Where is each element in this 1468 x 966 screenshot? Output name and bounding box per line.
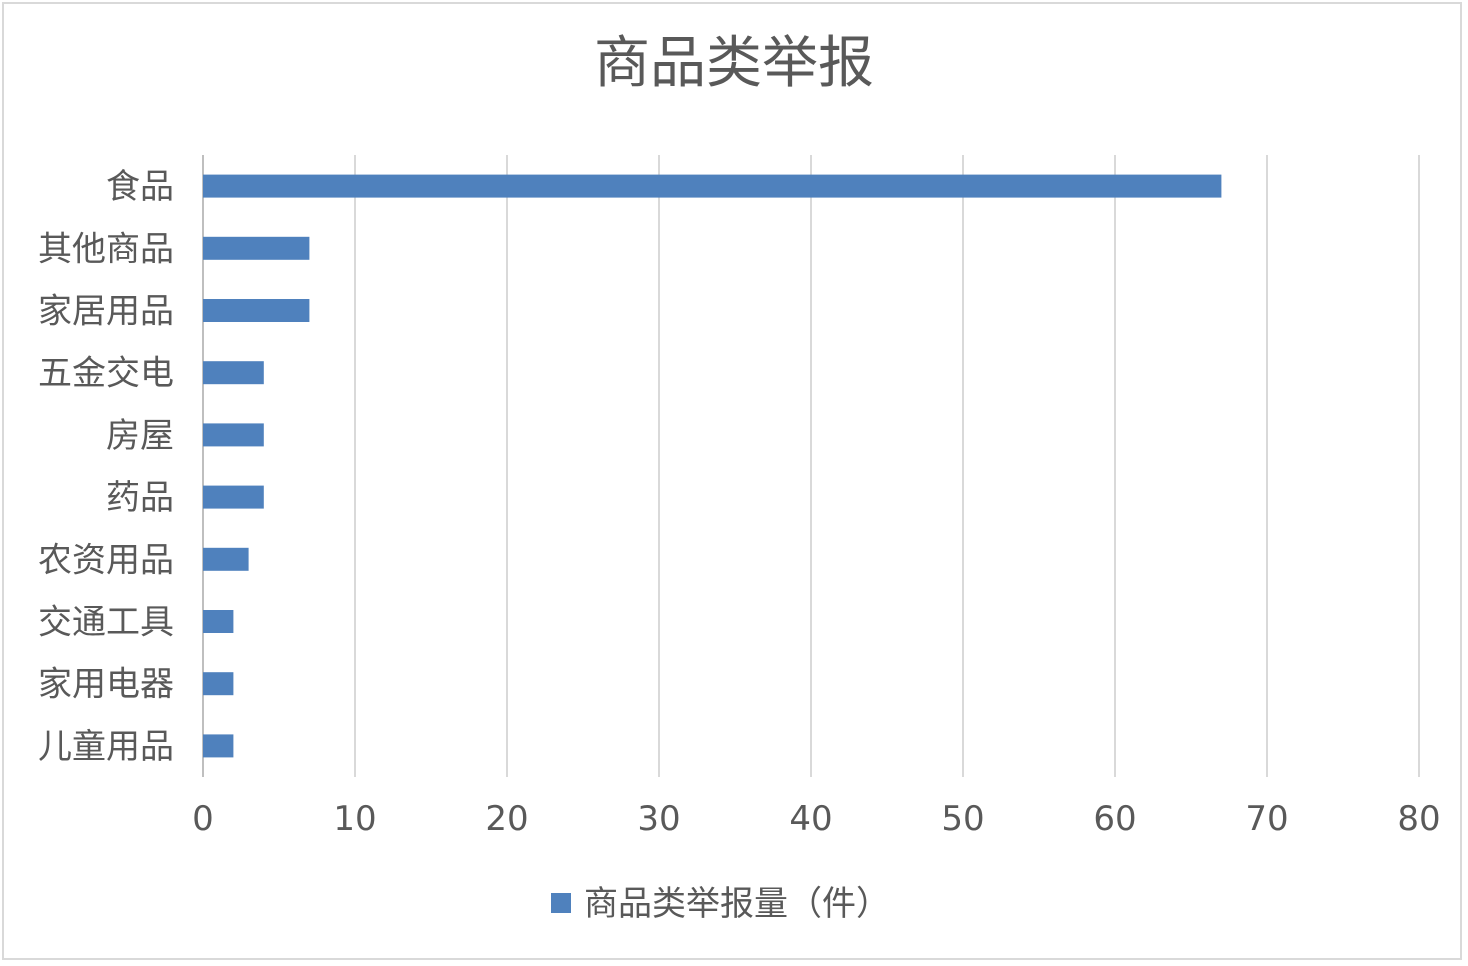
bars [203, 174, 1222, 758]
category-label-房屋: 房屋 [106, 416, 174, 456]
bar-家居用品 [203, 299, 310, 322]
x-tick-label-0: 0 [192, 799, 214, 839]
bar-食品 [203, 174, 1222, 198]
chart-title: 商品类举报 [594, 31, 874, 96]
category-label-交通工具: 交通工具 [38, 603, 174, 643]
x-tick-label-80: 80 [1397, 799, 1440, 839]
x-tick-label-10: 10 [333, 799, 376, 839]
x-tick-label-20: 20 [485, 799, 528, 839]
category-label-药品: 药品 [106, 478, 174, 518]
x-axis-ticks: 0 10 20 30 40 50 60 70 80 [192, 799, 1440, 839]
bar-房屋 [203, 423, 264, 447]
category-label-其他商品: 其他商品 [38, 229, 174, 269]
bar-儿童用品 [203, 734, 234, 758]
category-label-五金交电: 五金交电 [38, 354, 174, 394]
x-tick-label-50: 50 [941, 799, 984, 839]
legend: 商品类举报量（件） [551, 884, 890, 924]
legend-swatch [551, 893, 571, 913]
legend-label: 商品类举报量（件） [584, 884, 890, 924]
bar-五金交电 [203, 361, 264, 385]
category-label-食品: 食品 [106, 167, 174, 207]
bar-药品 [203, 485, 264, 509]
category-label-家居用品: 家居用品 [38, 292, 174, 332]
bar-其他商品 [203, 236, 310, 260]
gridlines [202, 155, 1420, 777]
x-tick-label-70: 70 [1245, 799, 1288, 839]
bar-家用电器 [203, 672, 234, 696]
x-tick-label-30: 30 [637, 799, 680, 839]
bar-交通工具 [203, 610, 234, 633]
x-tick-label-40: 40 [789, 799, 832, 839]
category-label-家用电器: 家用电器 [38, 665, 174, 705]
x-tick-label-60: 60 [1093, 799, 1136, 839]
category-label-农资用品: 农资用品 [38, 540, 174, 580]
bar-农资用品 [203, 547, 249, 571]
category-label-儿童用品: 儿童用品 [38, 727, 174, 767]
